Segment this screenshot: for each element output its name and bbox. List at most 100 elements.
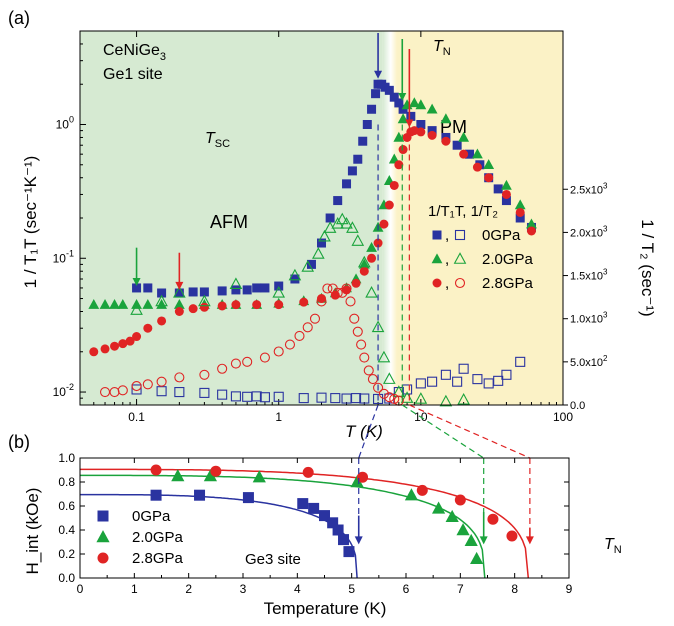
data-point [452, 376, 463, 387]
data-point [427, 130, 437, 140]
data-point [242, 356, 253, 367]
legend-a-filled-marker [431, 253, 443, 264]
data-point [352, 326, 363, 337]
data-point [117, 385, 128, 396]
legend-a-open-marker [453, 252, 467, 264]
data-point [484, 173, 494, 183]
data-point [362, 120, 372, 129]
data-point [358, 258, 370, 269]
x-axis-title-a: T (K) [345, 422, 383, 441]
data-point [397, 113, 409, 124]
tn-connector [401, 404, 485, 459]
data-point [217, 363, 228, 374]
y-tick-label-a: 10-1 [53, 248, 74, 265]
panel-a-frame [79, 30, 564, 406]
legend-b-items: 0GPa 2.0GPa 2.8GPa [96, 508, 184, 567]
data-point [343, 546, 355, 558]
x-tick-label-a: 100 [553, 410, 573, 424]
data-point [367, 253, 377, 263]
data-point [514, 199, 526, 210]
data-point [465, 149, 475, 159]
data-point [194, 489, 206, 501]
data-point [231, 300, 241, 310]
data-point [316, 296, 327, 307]
data-point [259, 352, 270, 363]
data-point [416, 120, 426, 129]
data-point [357, 255, 371, 268]
data-point [288, 268, 302, 281]
data-point [426, 103, 438, 114]
data-point [350, 475, 364, 488]
series-b-2-0gpa [171, 469, 484, 564]
series-2-8gpa-1-t1t [89, 126, 536, 357]
data-point [501, 196, 511, 206]
legend-a-open-marker [454, 277, 466, 289]
data-point [109, 298, 120, 309]
y-tick-label-a: 100 [56, 115, 74, 132]
tn-arrow-b [479, 512, 488, 545]
x-tick-label-b: 8 [511, 582, 518, 596]
data-point [335, 212, 349, 225]
data-point [373, 238, 383, 248]
data-point [349, 313, 360, 324]
data-point [408, 97, 420, 108]
data-point [252, 300, 262, 310]
data-point [230, 358, 241, 369]
tn-arrow-green [398, 39, 407, 101]
site-label-a: Ge1 site [103, 66, 163, 83]
data-point [515, 356, 526, 367]
transition-gradient [382, 31, 398, 405]
data-point [143, 323, 153, 333]
x-tick-label-b: 4 [294, 582, 301, 596]
data-point [389, 180, 399, 190]
data-point [331, 216, 345, 229]
legend-a-comma: , [445, 251, 449, 268]
data-point [365, 285, 378, 298]
panel-b-frame [79, 457, 570, 579]
panel-b: (b) 0 1 2 3 4 5 6 7 8 9 0.0 0.2 0.4 0.6 0.8 1.0 H_int (… [8, 432, 622, 618]
y-right-tick-label-a: 1.0x103 [570, 311, 608, 326]
legend-a-open-marker [454, 229, 466, 241]
data-point [501, 189, 511, 199]
data-point [357, 471, 369, 483]
data-point [157, 316, 167, 326]
data-point [198, 294, 211, 307]
data-point [398, 104, 408, 114]
tsc-label: TSC [205, 130, 230, 150]
legend-a-label: 0GPa [482, 227, 521, 244]
data-point [217, 301, 227, 311]
data-point [415, 99, 427, 110]
tn-label-a: TN [433, 38, 451, 58]
data-point [358, 136, 368, 146]
data-point [501, 369, 512, 380]
data-point [487, 513, 499, 525]
y-right-tick-label-a: 0.0 [570, 400, 585, 412]
data-point [199, 287, 209, 297]
data-point [99, 298, 111, 309]
data-point [298, 393, 309, 404]
y-right-tick-label-a: 5.0x102 [570, 354, 608, 369]
data-point [132, 283, 142, 293]
panel-a-ticks: 0.111010010-210-11000.05.0x1021.0x1031.5… [53, 30, 608, 424]
y-axis-title-a-right: 1 / T₂ (sec⁻¹) [638, 219, 657, 316]
legend-a-label: 2.0GPa [482, 251, 534, 268]
panel-b-arrows [354, 458, 534, 545]
panel-a-label: (a) [8, 8, 30, 28]
data-point [359, 393, 370, 404]
tsc-arrow-green [132, 247, 141, 287]
legend-a-filled-marker [432, 278, 442, 288]
tn-connectors [358, 404, 531, 459]
data-point [459, 149, 469, 159]
data-point [252, 470, 266, 483]
x-tick-label-b: 3 [240, 582, 247, 596]
data-point [414, 392, 428, 404]
data-point [174, 387, 185, 398]
data-point [316, 392, 327, 403]
data-point [100, 344, 110, 354]
data-point [338, 534, 350, 546]
data-point [440, 113, 452, 124]
data-point [319, 510, 330, 522]
data-point [416, 484, 428, 496]
data-point [416, 127, 426, 137]
